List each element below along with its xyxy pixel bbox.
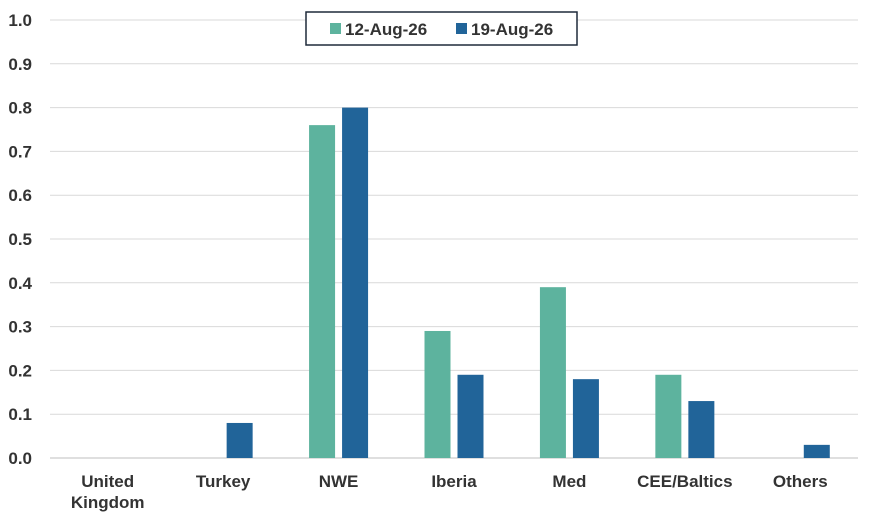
x-tick-label: NWE (319, 472, 359, 491)
gridlines (50, 19, 858, 459)
y-tick-label: 0.4 (8, 274, 32, 293)
legend-swatch (330, 23, 341, 34)
x-tick-label: United Kingdom (71, 472, 145, 512)
legend-label: 12-Aug-26 (345, 20, 427, 39)
x-tick-label: Others (773, 472, 828, 491)
y-tick-label: 0.5 (8, 230, 32, 249)
bar-12-aug-26-med (539, 287, 566, 458)
bar-12-aug-26-nwe (309, 125, 336, 459)
x-tick-label: Med (552, 472, 586, 491)
y-tick-label: 0.8 (8, 99, 32, 118)
y-tick-label: 0.7 (8, 142, 32, 161)
bar-19-aug-26-nwe (342, 107, 369, 458)
legend-box (305, 11, 578, 46)
y-tick-label: 0.6 (8, 186, 32, 205)
x-tick-label: CEE/Baltics (637, 472, 732, 491)
bar-19-aug-26-turkey (226, 422, 253, 458)
x-tick-label-line: CEE/Baltics (637, 472, 732, 491)
bars (226, 107, 830, 459)
x-axis-tick-labels: United Kingdom Turkey NWE Iberia Med CEE/Balti… (71, 472, 828, 512)
y-tick-label: 0.2 (8, 361, 32, 380)
bar-12-aug-26-iberia (424, 330, 451, 458)
x-tick-label-line: Med (552, 472, 586, 491)
x-tick-label-line: Turkey (196, 472, 251, 491)
y-tick-label: 0.1 (8, 405, 32, 424)
x-tick-label-line: United (81, 472, 134, 491)
legend: 12-Aug-26 19-Aug-26 (305, 11, 578, 46)
bar-19-aug-26-others (803, 444, 830, 458)
x-tick-label-line: Others (773, 472, 828, 491)
y-tick-label: 0.0 (8, 449, 32, 468)
y-axis-tick-labels: 0.0 0.1 0.2 0.3 0.4 0.5 0.6 0.7 0.8 0.9 1.0 (8, 11, 32, 468)
x-tick-label: Iberia (431, 472, 477, 491)
x-tick-label: Turkey (196, 472, 251, 491)
y-tick-label: 0.9 (8, 55, 32, 74)
bar-19-aug-26-cee-baltics (688, 401, 715, 458)
y-tick-label: 0.3 (8, 318, 32, 337)
x-tick-label-line: Kingdom (71, 493, 145, 512)
y-tick-label: 1.0 (8, 11, 32, 30)
x-tick-label-line: Iberia (431, 472, 477, 491)
x-tick-label-line: NWE (319, 472, 359, 491)
legend-swatch (456, 23, 467, 34)
bar-19-aug-26-iberia (457, 374, 484, 458)
bar-19-aug-26-med (572, 379, 599, 458)
legend-label: 19-Aug-26 (471, 20, 553, 39)
bar-12-aug-26-cee-baltics (655, 374, 682, 458)
